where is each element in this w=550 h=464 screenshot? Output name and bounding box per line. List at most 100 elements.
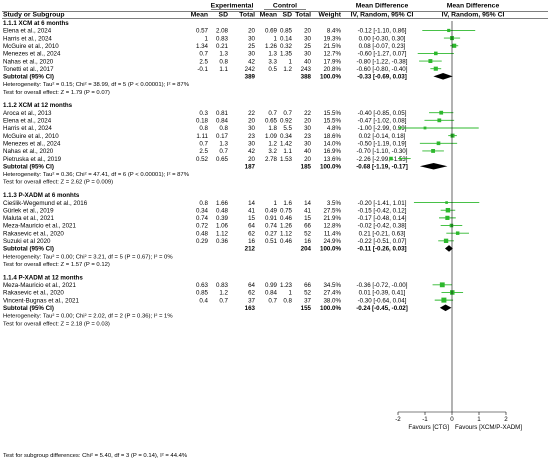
exp-mean-cell: 1: [205, 35, 209, 42]
exp-sd-cell: 0.8: [219, 58, 228, 65]
md-ci-cell: -0.60 [-1.27, 0.07]: [358, 51, 407, 58]
md-ci-cell: -0.36 [-0.72, -0.00]: [357, 282, 408, 289]
study-name: Nahas et al., 2020: [3, 58, 54, 65]
exp-total-cell: 242: [245, 66, 256, 73]
subtotal-label: Subtotal (95% CI): [3, 74, 54, 81]
study-name: Nahas et al., 2020: [3, 148, 54, 155]
md-ci-cell: 0.02 [-0.14, 0.18]: [359, 133, 406, 140]
exp-total-cell: 16: [248, 238, 255, 245]
study-name: Suzuki et al 2020: [3, 238, 51, 245]
md-ci-cell: -2.26 [-2.99, -1.53]: [357, 156, 408, 163]
overall-effect-text: Test for overall effect: Z = 1.79 (P = 0…: [3, 90, 110, 96]
ctl-sd-cell: 1.1: [283, 148, 292, 155]
study-name: McGuire et al., 2010: [3, 43, 59, 50]
exp-mean-cell: 0.3: [199, 110, 208, 117]
study-name: Vincent-Bugnas et al., 2021: [3, 297, 79, 304]
subtotal-ctl-total: 185: [301, 163, 312, 170]
study-header: Study or Subgroup: [3, 12, 65, 19]
ctl-sd-cell: 1.2: [283, 66, 292, 73]
md-ci-cell: -0.30 [-0.64, 0.04]: [358, 297, 407, 304]
study-name: Elena et al., 2024: [3, 28, 52, 35]
subtotal-exp-total: 163: [245, 305, 256, 312]
exp-mean-cell: 0.8: [199, 200, 208, 207]
ctl-total-cell: 30: [304, 140, 311, 147]
study-name: McGuire et al., 2010: [3, 133, 59, 140]
exp-total-cell: 37: [248, 297, 255, 304]
exp-total-cell: 20: [248, 156, 255, 163]
heterogeneity-text: Heterogeneity: Tau² = 0.00; Chi² = 3.21,…: [3, 254, 173, 260]
exp-total-cell: 30: [248, 125, 255, 132]
subtotal-ctl-total: 388: [301, 74, 312, 81]
exp-total-cell: 22: [248, 110, 255, 117]
ctl-mean-cell: 1: [274, 35, 278, 42]
ctl-sd-cell: 1.12: [280, 230, 293, 237]
exp-mean-header: Mean: [191, 12, 208, 19]
exp-total-cell: 15: [248, 215, 255, 222]
ctl-mean-cell: 2.78: [265, 156, 278, 163]
exp-sd-cell: 0.7: [219, 148, 228, 155]
ctl-sd-cell: 1.26: [280, 223, 293, 230]
exp-mean-cell: 0.7: [199, 51, 208, 58]
weight-cell: 8.4%: [327, 28, 342, 35]
exp-total-cell: 30: [248, 51, 255, 58]
subtotal-label: Subtotal (95% CI): [3, 246, 54, 253]
heterogeneity-text: Heterogeneity: Tau² = 0.15; Chi² = 38.99…: [3, 82, 190, 88]
point-estimate-square: [437, 118, 442, 123]
ctl-mean-cell: 3.2: [268, 148, 277, 155]
ctl-total-cell: 16: [304, 238, 311, 245]
plot-header: Mean Difference: [447, 3, 500, 10]
heterogeneity-text: Heterogeneity: Tau² = 0.36; Chi² = 47.41…: [3, 172, 190, 178]
pooled-diamond: [444, 245, 453, 252]
ctl-total-cell: 25: [304, 43, 311, 50]
md-subheader: IV, Random, 95% CI: [351, 12, 414, 19]
exp-sd-cell: 1.66: [216, 200, 229, 207]
exp-total-cell: 62: [248, 290, 255, 297]
weight-cell: 27.5%: [323, 207, 341, 214]
x-tick-label: 1: [477, 416, 481, 423]
exp-mean-cell: 2.5: [199, 148, 208, 155]
md-ci-cell: 0.01 [-0.39, 0.41]: [359, 290, 406, 297]
subtotal-ctl-total: 204: [301, 246, 312, 253]
point-estimate-square: [443, 238, 449, 243]
ctl-sd-cell: 0.46: [280, 238, 293, 245]
exp-mean-cell: 1.11: [196, 133, 208, 140]
ctl-total-cell: 30: [304, 51, 311, 58]
exp-sd-cell: 1.3: [219, 140, 228, 147]
weight-cell: 16.9%: [323, 148, 341, 155]
ctl-mean-cell: 1.8: [268, 125, 277, 132]
md-ci-cell: -0.12 [-1.10, 0.86]: [358, 28, 407, 35]
ctl-total-cell: 20: [304, 118, 311, 125]
subgroup-title: 1.1.3 P-XADM at 6 monhts: [3, 192, 80, 199]
subtotal-exp-total: 212: [245, 246, 256, 253]
exp-mean-cell: 0.72: [196, 223, 209, 230]
ctl-mean-cell: 0.51: [265, 238, 278, 245]
md-ci-cell: 0.21 [-0.21, 0.63]: [359, 230, 406, 237]
exp-sd-cell: 0.39: [216, 215, 229, 222]
md-ci-cell: -0.47 [-1.02, 0.08]: [358, 118, 407, 125]
exp-sd-cell: 0.84: [216, 118, 229, 125]
ctl-sd-cell: 1.42: [280, 140, 293, 147]
ctl-sd-cell: 5.5: [283, 125, 292, 132]
ctl-sd-cell: 1.53: [280, 156, 293, 163]
ctl-total-cell: 15: [304, 215, 311, 222]
exp-total-cell: 42: [248, 58, 255, 65]
point-estimate-square: [452, 43, 457, 48]
overall-effect-text: Test for overall effect: Z = 2.18 (P = 0…: [3, 321, 110, 327]
ctl-sd-header: SD: [283, 12, 293, 19]
exp-total-header: Total: [239, 12, 255, 19]
study-name: Gürlek et al., 2019: [3, 207, 54, 214]
heterogeneity-text: Heterogeneity: Tau² = 0.00; Chi² = 2.02,…: [3, 314, 173, 320]
study-name: Pietruska et al., 2019: [3, 156, 62, 163]
ctl-total-cell: 66: [304, 223, 311, 230]
exp-mean-cell: 0.63: [196, 282, 209, 289]
study-name: Rakasevic et al., 2020: [3, 290, 64, 297]
weight-cell: 18.6%: [323, 133, 341, 140]
ctl-total-cell: 243: [301, 66, 312, 73]
point-estimate-square: [450, 133, 455, 138]
ctl-total-cell: 30: [304, 125, 311, 132]
subtotal-ci: -0.33 [-0.69, 0.03]: [357, 74, 407, 81]
exp-total-cell: 23: [248, 133, 255, 140]
weight-cell: 15.5%: [323, 118, 341, 125]
overall-effect-text: Test for overall effect: Z = 1.57 (P = 0…: [3, 262, 110, 268]
